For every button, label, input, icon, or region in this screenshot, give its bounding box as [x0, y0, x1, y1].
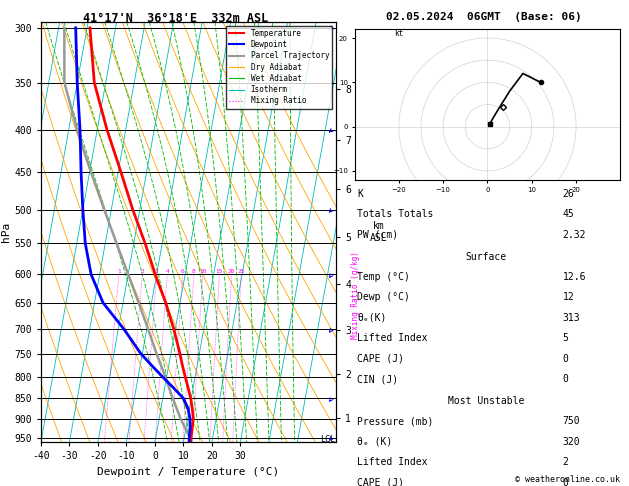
- Text: 3: 3: [155, 269, 159, 275]
- Text: 26: 26: [562, 189, 574, 199]
- Text: 1: 1: [117, 269, 121, 275]
- Y-axis label: km
ASL: km ASL: [370, 221, 387, 243]
- Legend: Temperature, Dewpoint, Parcel Trajectory, Dry Adiabat, Wet Adiabat, Isotherm, Mi: Temperature, Dewpoint, Parcel Trajectory…: [226, 26, 332, 108]
- Text: CIN (J): CIN (J): [357, 374, 398, 384]
- Text: Temp (°C): Temp (°C): [357, 272, 410, 282]
- Text: 313: 313: [562, 313, 580, 323]
- Text: © weatheronline.co.uk: © weatheronline.co.uk: [515, 474, 620, 484]
- Text: 750: 750: [562, 417, 580, 426]
- Text: 0: 0: [562, 374, 569, 384]
- Text: LCL: LCL: [320, 435, 335, 444]
- X-axis label: Dewpoint / Temperature (°C): Dewpoint / Temperature (°C): [97, 467, 280, 477]
- Text: Most Unstable: Most Unstable: [448, 396, 524, 406]
- Text: 8: 8: [192, 269, 196, 275]
- Text: PW (cm): PW (cm): [357, 230, 398, 240]
- Text: 320: 320: [562, 437, 580, 447]
- Text: Totals Totals: Totals Totals: [357, 209, 433, 219]
- Text: 15: 15: [216, 269, 223, 275]
- Text: 41°17'N  36°18'E  332m ASL: 41°17'N 36°18'E 332m ASL: [84, 12, 269, 25]
- Text: 5: 5: [562, 333, 569, 343]
- Text: kt: kt: [394, 29, 404, 38]
- Text: 0: 0: [562, 354, 569, 364]
- Text: 2: 2: [562, 457, 569, 467]
- Text: 12: 12: [562, 293, 574, 302]
- Text: Lifted Index: Lifted Index: [357, 457, 428, 467]
- Text: 45: 45: [562, 209, 574, 219]
- Text: 6: 6: [181, 269, 184, 275]
- Text: Dewp (°C): Dewp (°C): [357, 293, 410, 302]
- Text: 20: 20: [228, 269, 235, 275]
- Text: θₑ (K): θₑ (K): [357, 437, 392, 447]
- Text: Pressure (mb): Pressure (mb): [357, 417, 433, 426]
- Text: Mixing Ratio (g/kg): Mixing Ratio (g/kg): [351, 251, 360, 339]
- Y-axis label: hPa: hPa: [1, 222, 11, 242]
- Text: 02.05.2024  06GMT  (Base: 06): 02.05.2024 06GMT (Base: 06): [386, 12, 582, 22]
- Text: 0: 0: [562, 478, 569, 486]
- Text: 2: 2: [140, 269, 144, 275]
- Text: Surface: Surface: [465, 252, 506, 261]
- Text: 25: 25: [238, 269, 245, 275]
- Text: CAPE (J): CAPE (J): [357, 354, 404, 364]
- Text: 10: 10: [199, 269, 206, 275]
- Text: θₑ(K): θₑ(K): [357, 313, 387, 323]
- Text: Lifted Index: Lifted Index: [357, 333, 428, 343]
- Text: 12.6: 12.6: [562, 272, 586, 282]
- Text: K: K: [357, 189, 363, 199]
- Text: 2.32: 2.32: [562, 230, 586, 240]
- Text: 4: 4: [165, 269, 169, 275]
- Text: CAPE (J): CAPE (J): [357, 478, 404, 486]
